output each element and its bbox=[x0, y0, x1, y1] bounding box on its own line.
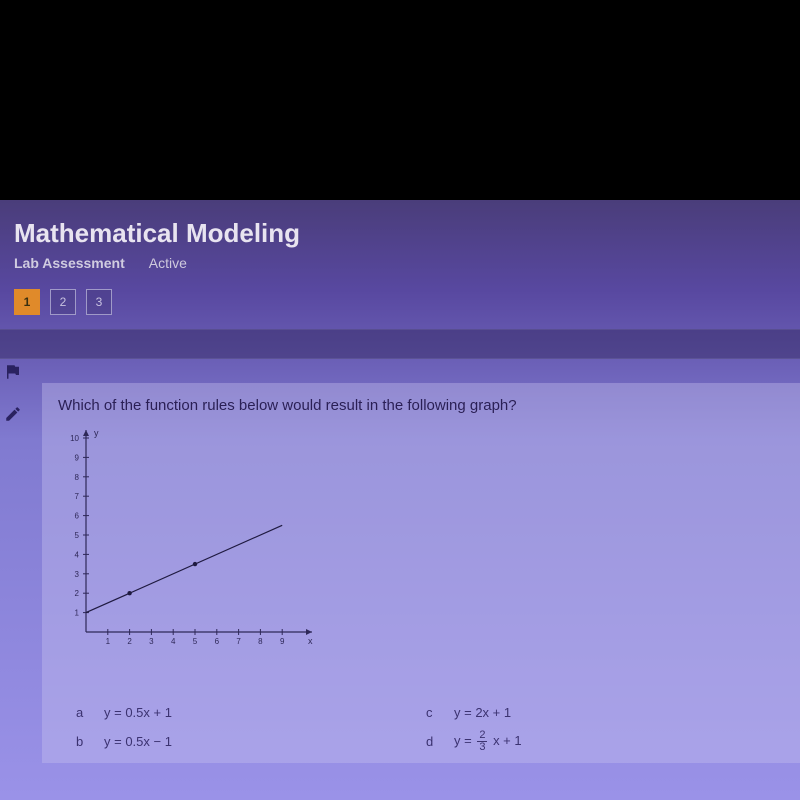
nav-item-1[interactable]: 1 bbox=[14, 289, 40, 315]
svg-text:8: 8 bbox=[75, 473, 80, 482]
svg-text:7: 7 bbox=[236, 637, 241, 646]
svg-text:9: 9 bbox=[75, 453, 80, 462]
svg-text:y: y bbox=[94, 428, 99, 438]
svg-text:5: 5 bbox=[75, 531, 80, 540]
answer-letter: a bbox=[76, 705, 90, 720]
svg-text:3: 3 bbox=[75, 570, 80, 579]
sidebar-tools bbox=[4, 363, 22, 423]
subtitle-label: Lab Assessment bbox=[14, 255, 125, 271]
answer-b[interactable]: b y = 0.5x − 1 bbox=[76, 730, 366, 753]
svg-text:8: 8 bbox=[258, 637, 263, 646]
answer-formula: y = 2x + 1 bbox=[454, 705, 511, 720]
svg-text:2: 2 bbox=[75, 589, 80, 598]
nav-item-2[interactable]: 2 bbox=[50, 289, 76, 315]
content-area: Which of the function rules below would … bbox=[0, 383, 800, 763]
svg-text:1: 1 bbox=[75, 609, 80, 618]
subtitle-row: Lab Assessment Active bbox=[14, 255, 786, 271]
svg-text:10: 10 bbox=[70, 434, 79, 443]
svg-text:x: x bbox=[308, 636, 313, 646]
fraction: 23 bbox=[477, 730, 487, 753]
svg-text:2: 2 bbox=[127, 637, 132, 646]
answer-formula: y = 0.5x − 1 bbox=[104, 734, 172, 749]
graph-container: y x 1 2 3 4 5 6 7 8 9 1 2 3 4 5 6 7 8 9 10 bbox=[58, 424, 318, 654]
fraction-den: 3 bbox=[477, 742, 487, 753]
svg-text:6: 6 bbox=[215, 637, 220, 646]
page-title: Mathematical Modeling bbox=[14, 218, 786, 249]
app-window: Mathematical Modeling Lab Assessment Act… bbox=[0, 200, 800, 800]
question-prompt: Which of the function rules below would … bbox=[58, 397, 784, 414]
svg-text:7: 7 bbox=[75, 492, 80, 501]
answer-formula: y = 0.5x + 1 bbox=[104, 705, 172, 720]
answer-list: a y = 0.5x + 1 c y = 2x + 1 b y = 0.5x −… bbox=[76, 705, 716, 753]
answer-letter: c bbox=[426, 705, 440, 720]
pencil-icon[interactable] bbox=[4, 405, 22, 423]
svg-text:1: 1 bbox=[106, 637, 111, 646]
answer-d[interactable]: d y = 23 x + 1 bbox=[426, 730, 716, 753]
svg-text:5: 5 bbox=[193, 637, 198, 646]
svg-text:6: 6 bbox=[75, 512, 80, 521]
line-graph: y x 1 2 3 4 5 6 7 8 9 1 2 3 4 5 6 7 8 9 10 bbox=[58, 424, 318, 654]
nav-item-3[interactable]: 3 bbox=[86, 289, 112, 315]
answer-c[interactable]: c y = 2x + 1 bbox=[426, 705, 716, 720]
answer-letter: b bbox=[76, 734, 90, 749]
svg-text:4: 4 bbox=[75, 550, 80, 559]
answer-formula: y = 23 x + 1 bbox=[454, 730, 522, 753]
answer-letter: d bbox=[426, 734, 440, 749]
subtitle-status: Active bbox=[149, 255, 187, 271]
formula-suffix: x + 1 bbox=[489, 733, 521, 748]
svg-text:4: 4 bbox=[171, 637, 176, 646]
svg-text:9: 9 bbox=[280, 637, 285, 646]
question-nav: 1 2 3 bbox=[0, 279, 800, 329]
formula-prefix: y = bbox=[454, 733, 475, 748]
toolbar-strip bbox=[0, 329, 800, 359]
flag-icon[interactable] bbox=[4, 363, 22, 381]
svg-text:3: 3 bbox=[149, 637, 154, 646]
header: Mathematical Modeling Lab Assessment Act… bbox=[0, 200, 800, 279]
answer-a[interactable]: a y = 0.5x + 1 bbox=[76, 705, 366, 720]
question-box: Which of the function rules below would … bbox=[42, 383, 800, 763]
